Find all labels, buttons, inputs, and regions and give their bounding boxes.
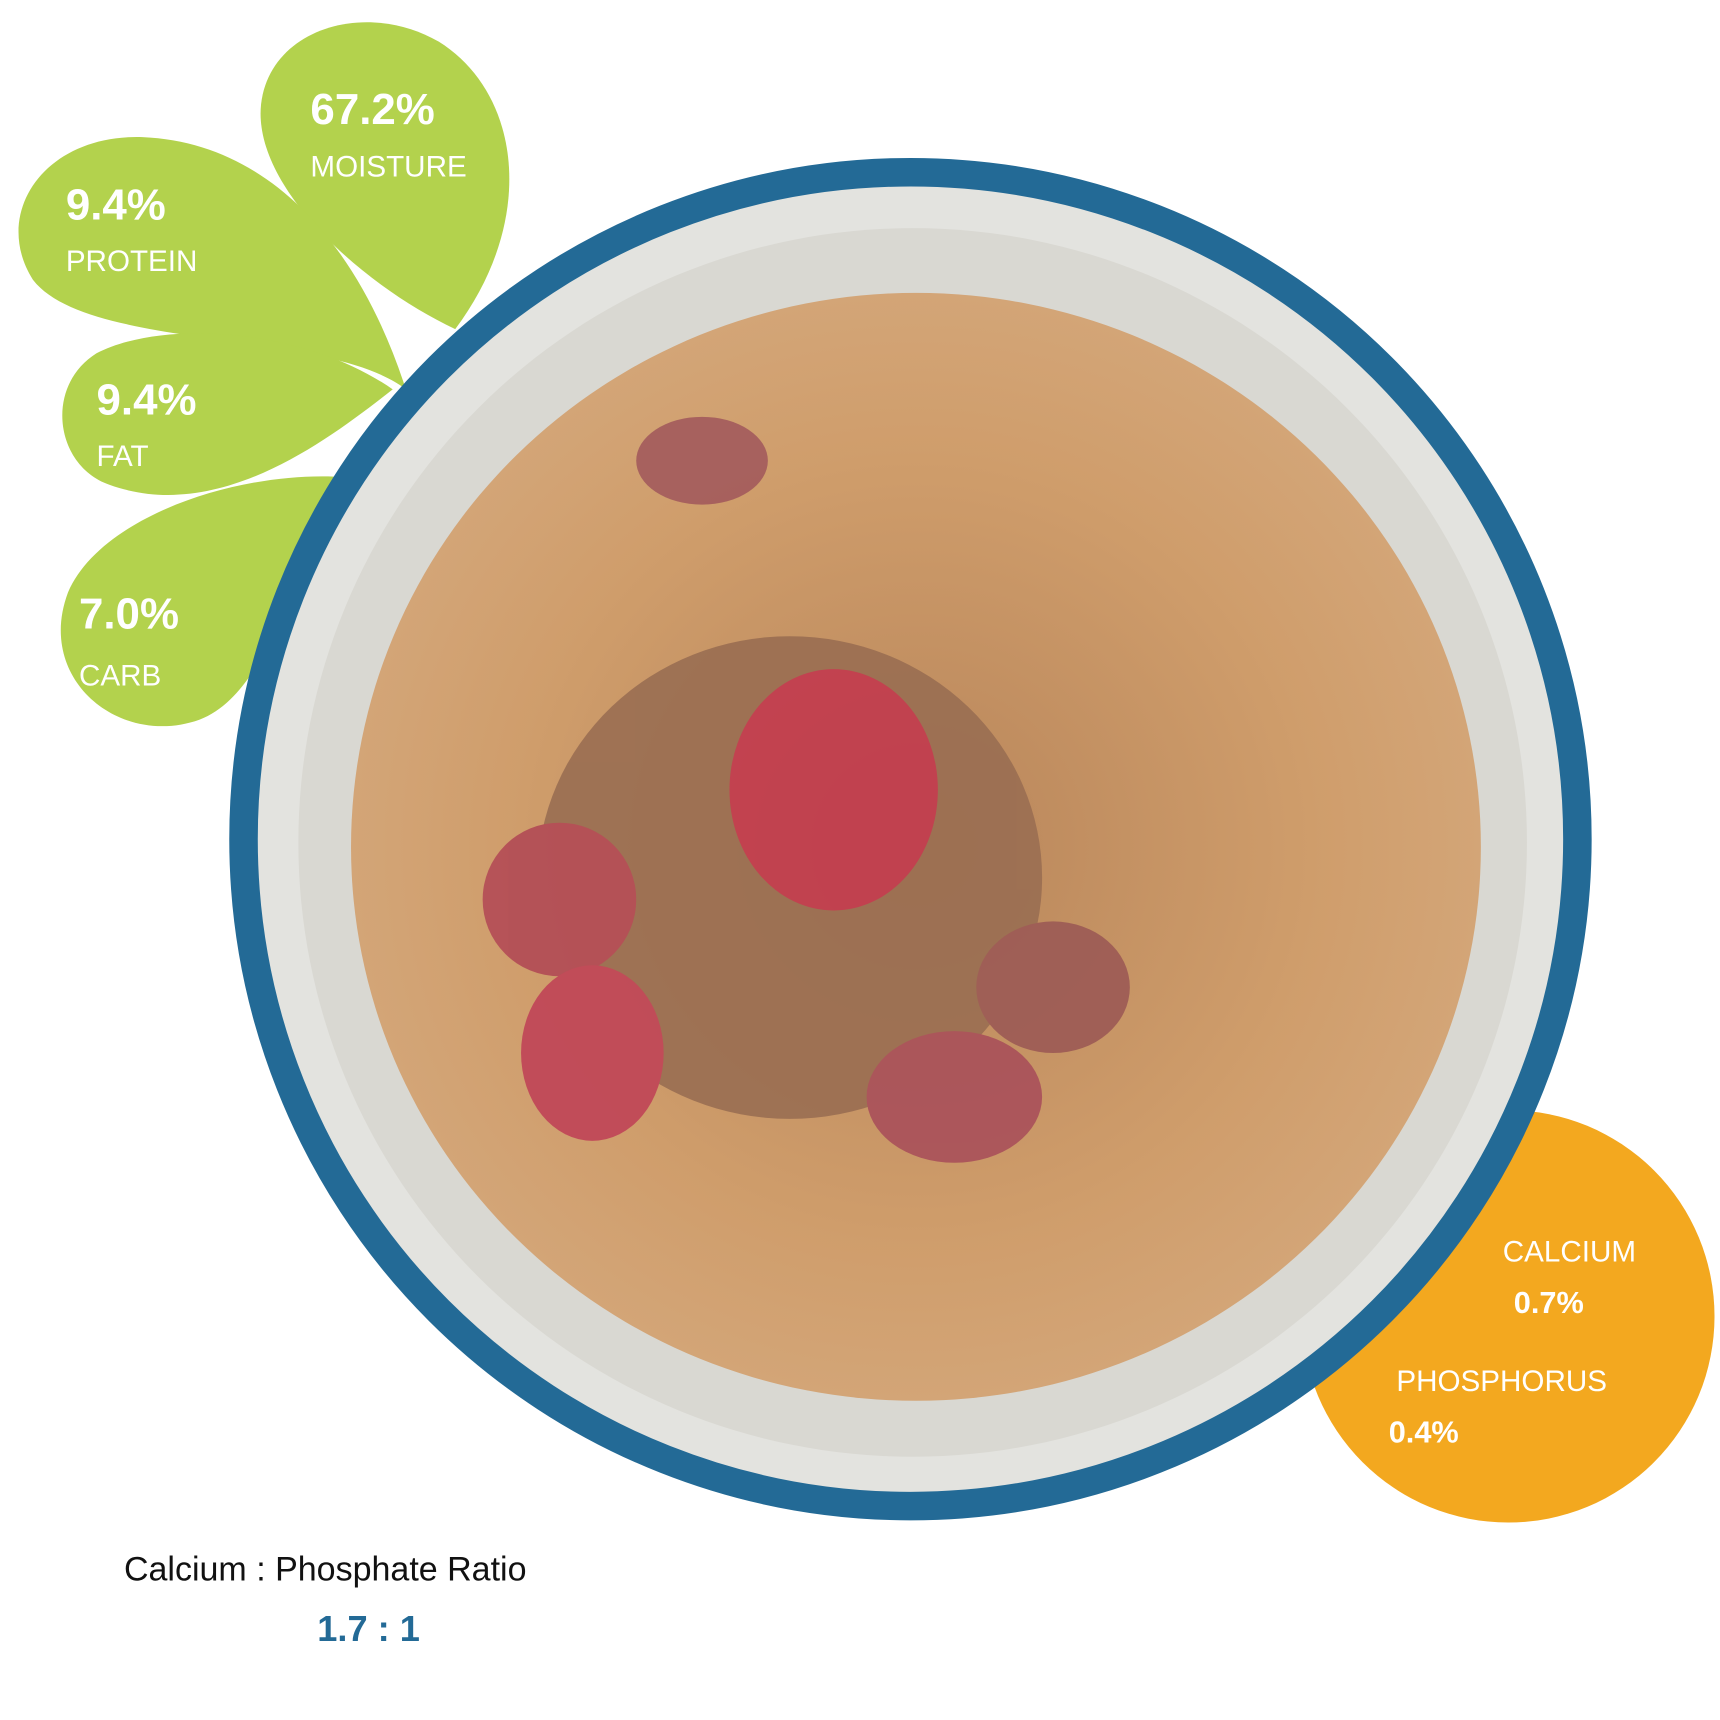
carb-drop <box>60 476 346 727</box>
fat-drop <box>62 333 393 495</box>
protein-label: PROTEIN <box>66 245 198 278</box>
phosphorus-value: 0.4% <box>1389 1414 1459 1449</box>
carb-label: CARB <box>79 660 161 693</box>
ratio-value: 1.7 : 1 <box>317 1608 420 1649</box>
meat <box>482 416 1130 1163</box>
ratio-label: Calcium : Phosphate Ratio <box>124 1551 527 1589</box>
phosphorus-label: PHOSPHORUS <box>1396 1365 1607 1398</box>
moisture-label: MOISTURE <box>310 151 466 184</box>
fat-label: FAT <box>97 440 149 473</box>
calcium-value: 0.7% <box>1514 1285 1584 1320</box>
protein-drop <box>18 137 406 390</box>
calcium-label: CALCIUM <box>1503 1235 1636 1268</box>
carb-value: 7.0% <box>79 590 179 639</box>
moisture-drop <box>260 22 510 330</box>
protein-value: 9.4% <box>66 180 166 229</box>
moisture-value: 67.2% <box>310 85 434 134</box>
fat-value: 9.4% <box>97 376 197 425</box>
